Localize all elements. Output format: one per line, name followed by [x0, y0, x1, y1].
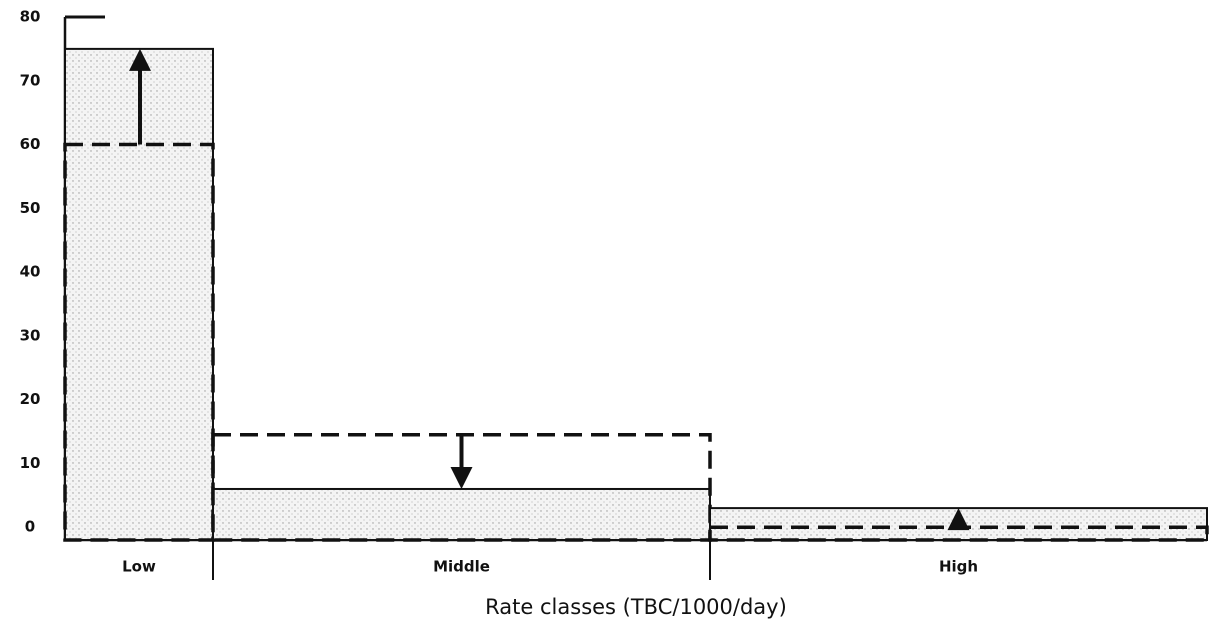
y-tick-label: 60	[20, 135, 41, 153]
y-tick-label: 0	[25, 518, 35, 536]
change-arrowhead	[450, 466, 473, 489]
y-tick-label: 70	[20, 71, 41, 89]
change-arrowhead	[947, 508, 970, 531]
x-tick-label: Low	[122, 558, 156, 576]
y-tick-label: 10	[20, 454, 41, 472]
change-arrowhead	[129, 48, 151, 71]
x-tick-label: Middle	[433, 558, 490, 576]
y-tick-label: 20	[20, 390, 41, 408]
y-tick-label: 80	[20, 8, 41, 26]
y-tick-label: 40	[20, 263, 41, 281]
x-axis-label: Rate classes (TBC/1000/day)	[485, 595, 787, 619]
y-tick-label: 30	[20, 326, 41, 344]
y-tick-label: 50	[20, 199, 41, 217]
x-tick-label: High	[939, 558, 978, 576]
bar	[212, 487, 711, 542]
